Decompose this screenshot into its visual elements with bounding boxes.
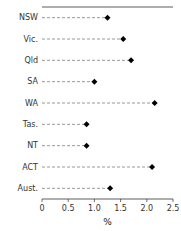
category-label: Tas.: [22, 120, 38, 129]
x-tick: [173, 199, 174, 202]
chart-container: 0 0.5 1.0 1.5 2.0 2.5% NSW Vic. Qld SA WA Tas. NT ACT…: [0, 0, 181, 231]
x-tick-label: 1.5: [114, 204, 127, 213]
marker: [84, 143, 90, 149]
x-tick: [42, 199, 43, 202]
marker: [149, 164, 155, 170]
category-label: Vic.: [24, 35, 38, 44]
x-axis-line: [42, 199, 173, 200]
category-label: ACT: [22, 163, 38, 172]
category-label: Aust.: [18, 184, 38, 193]
x-tick-label: 2.5: [167, 204, 180, 213]
marker: [120, 36, 126, 42]
x-tick-label: 2.0: [140, 204, 153, 213]
x-tick: [68, 199, 69, 202]
x-tick: [146, 199, 147, 202]
stem: [42, 103, 155, 104]
stem: [42, 167, 152, 168]
chart: 0 0.5 1.0 1.5 2.0 2.5% NSW Vic. Qld SA WA Tas. NT ACT…: [0, 0, 181, 231]
category-label: NSW: [19, 13, 38, 22]
x-tick-label: 1.0: [88, 204, 101, 213]
marker: [91, 79, 97, 85]
marker: [128, 57, 134, 63]
stem: [42, 39, 123, 40]
stem: [42, 124, 87, 125]
category-label: SA: [27, 77, 38, 86]
stem: [42, 17, 108, 18]
marker: [105, 15, 111, 21]
x-tick: [120, 199, 121, 202]
x-tick-label: 0.5: [62, 204, 75, 213]
category-label: Qld: [24, 56, 38, 65]
marker: [107, 185, 113, 191]
x-tick: [94, 199, 95, 202]
x-axis-label: %: [103, 217, 112, 227]
plot-marks: [42, 15, 158, 192]
stem: [42, 188, 110, 189]
top-border: [42, 7, 173, 8]
marker: [84, 121, 90, 127]
category-label: NT: [27, 141, 38, 150]
x-tick-label: 0: [39, 204, 44, 213]
stem: [42, 145, 87, 146]
marker: [152, 100, 158, 106]
stem: [42, 60, 131, 61]
category-label: WA: [25, 99, 38, 108]
stem: [42, 81, 94, 82]
